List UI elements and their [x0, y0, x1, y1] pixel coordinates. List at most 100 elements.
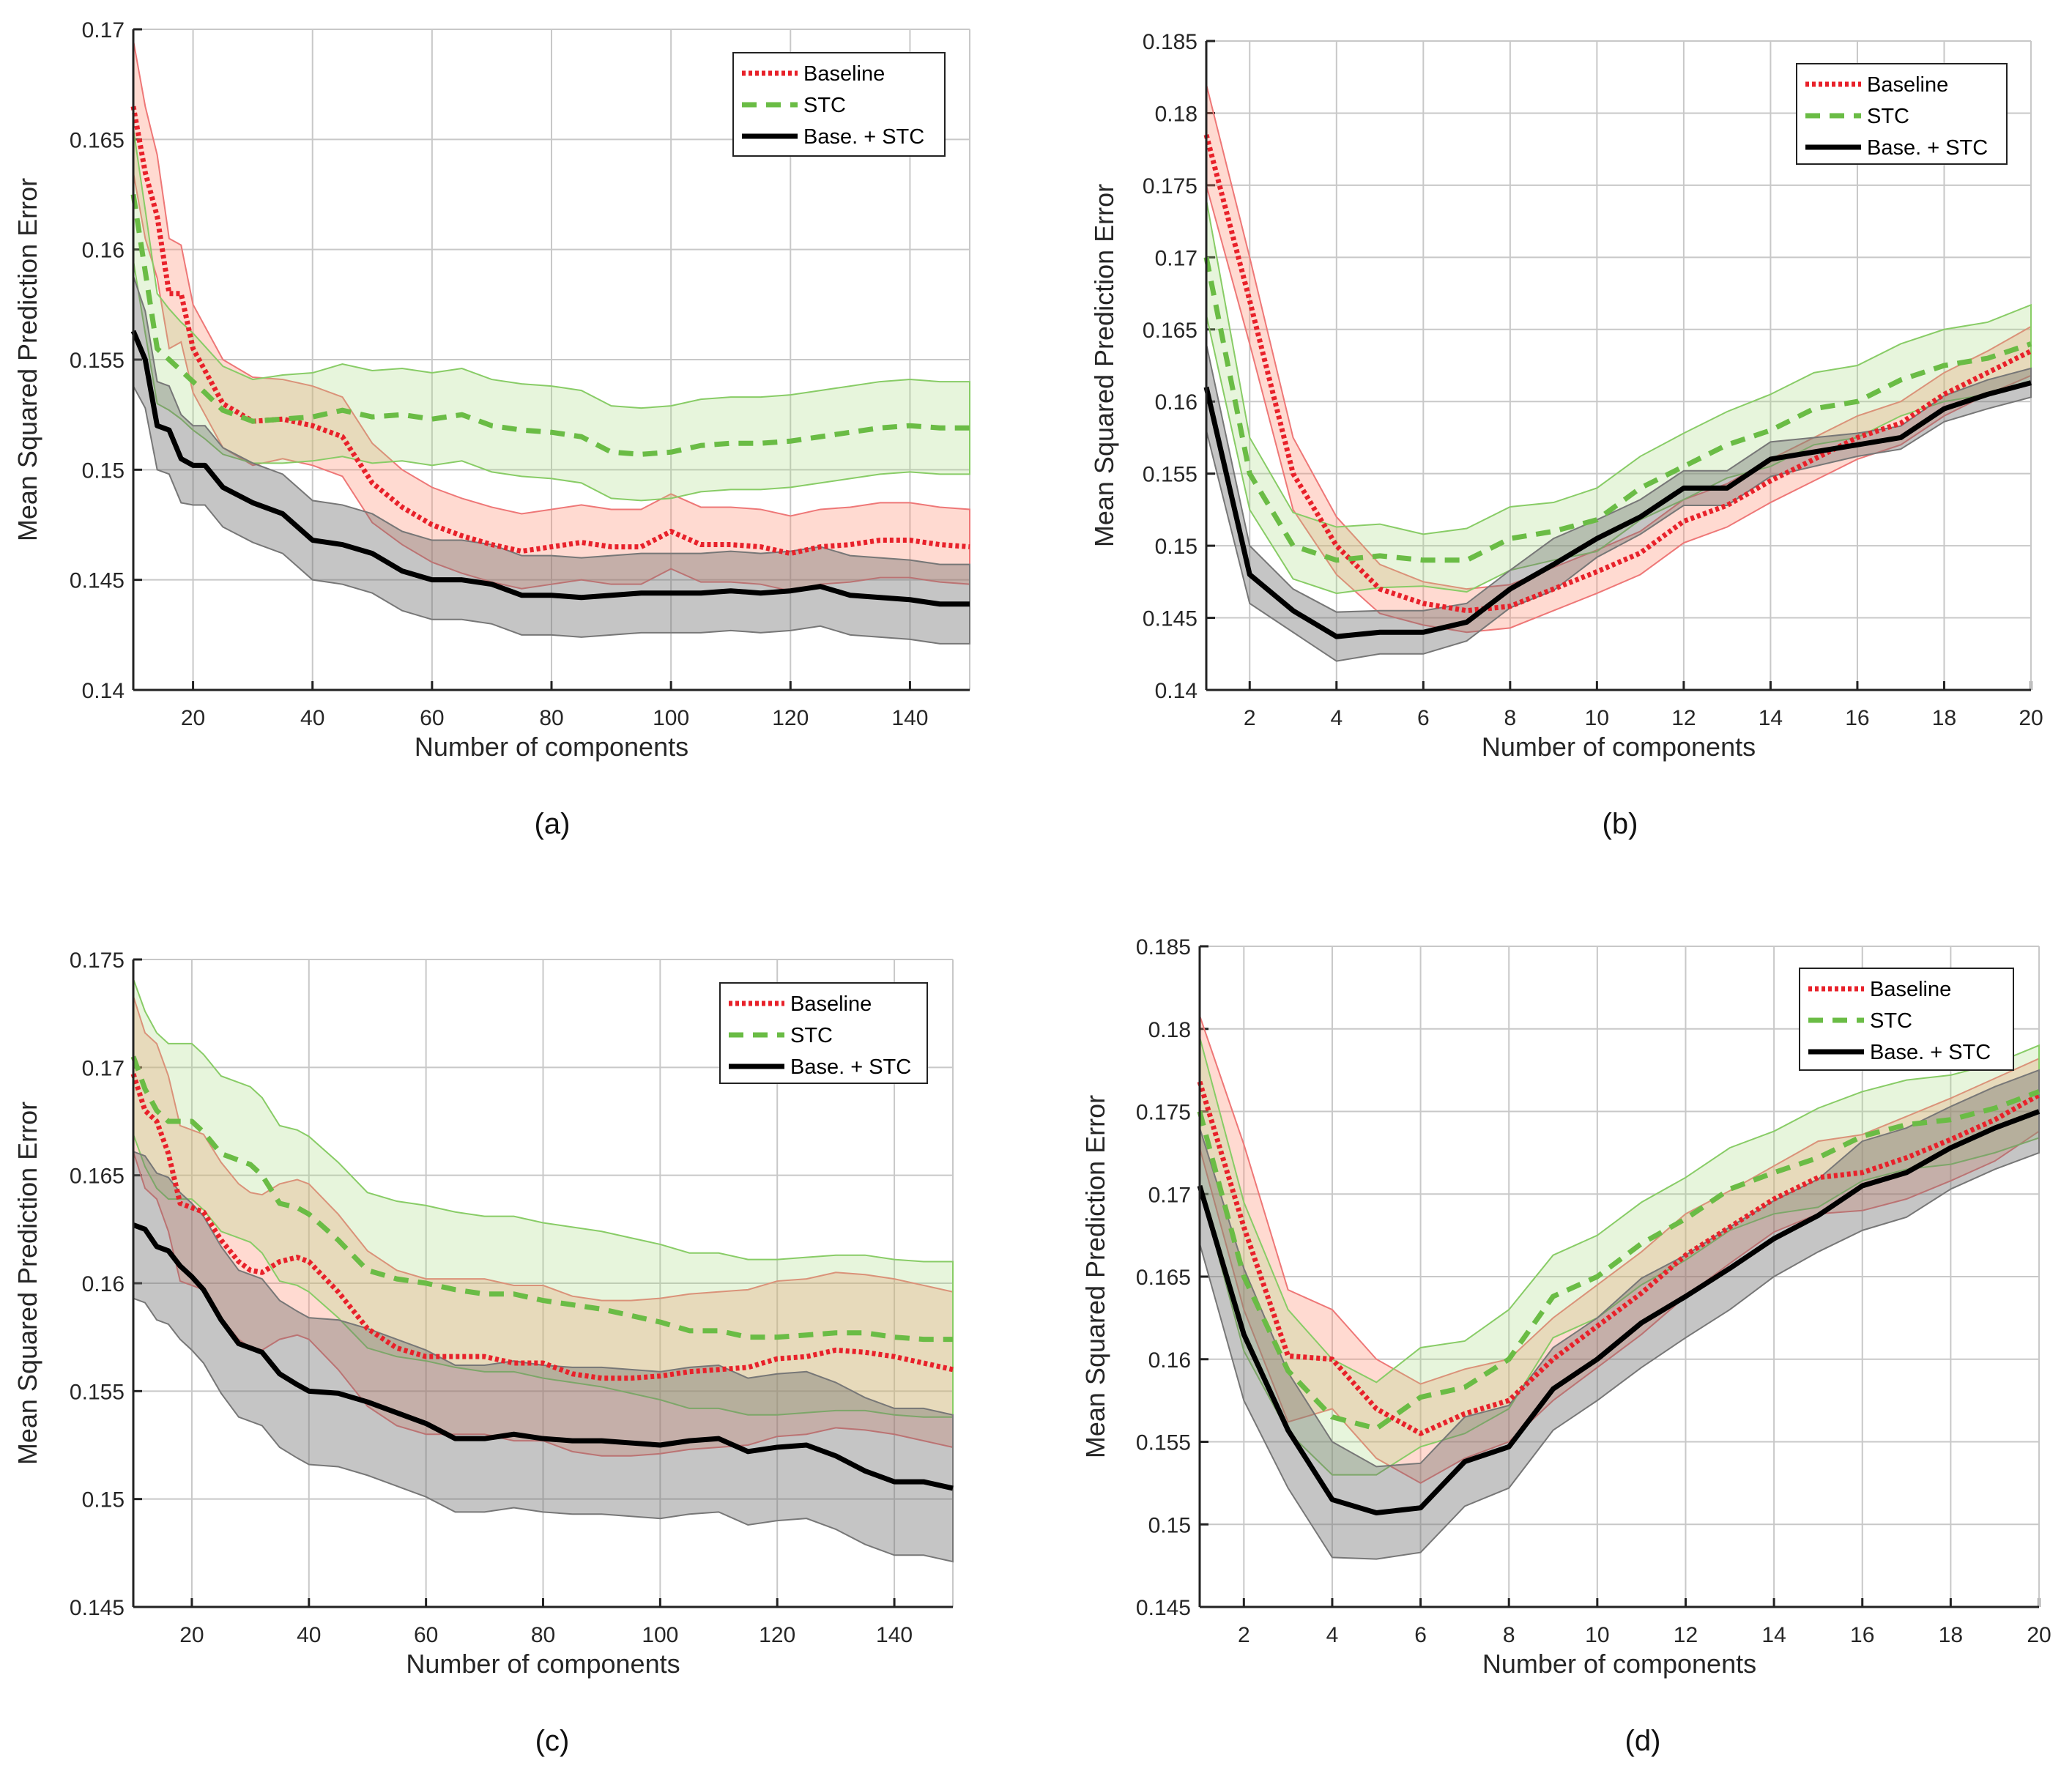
y-tick-label: 0.185 — [1143, 30, 1197, 54]
y-tick-label: 0.15 — [82, 459, 125, 483]
x-axis-label: Number of components — [1482, 1649, 1756, 1679]
y-tick-label: 0.145 — [70, 569, 125, 593]
panel-caption: (a) — [535, 808, 571, 840]
y-tick-label: 0.165 — [1136, 1266, 1191, 1290]
x-tick-label: 80 — [539, 706, 563, 730]
series-line-stc — [130, 1055, 953, 1343]
y-tick-label: 0.175 — [1136, 1101, 1191, 1125]
y-tick-label: 0.17 — [1148, 1183, 1191, 1207]
legend-label: STC — [1867, 105, 1909, 128]
x-tick-label: 10 — [1585, 1623, 1609, 1647]
x-tick-label: 8 — [1503, 1623, 1515, 1647]
band-base-stc — [133, 275, 970, 645]
y-tick-label: 0.18 — [1155, 102, 1197, 126]
x-tick-label: 12 — [1671, 706, 1696, 730]
x-tick-label: 18 — [1939, 1623, 1963, 1647]
y-tick-label: 0.145 — [70, 1596, 125, 1620]
y-tick-label: 0.16 — [1148, 1348, 1191, 1373]
legend-label: Base. + STC — [803, 125, 924, 149]
y-tick-label: 0.155 — [70, 349, 125, 373]
y-tick-label: 0.16 — [82, 239, 125, 263]
y-tick-label: 0.165 — [70, 1165, 125, 1189]
legend-label: Baseline — [1870, 978, 1951, 1001]
y-tick-label: 0.17 — [82, 18, 125, 42]
y-tick-label: 0.16 — [1155, 390, 1197, 415]
x-tick-label: 20 — [181, 706, 205, 730]
legend-label: Base. + STC — [1870, 1041, 1991, 1064]
y-tick-label: 0.165 — [70, 128, 125, 152]
x-tick-label: 40 — [300, 706, 324, 730]
x-axis-label: Number of components — [415, 732, 688, 762]
band-stc — [133, 128, 970, 502]
x-tick-label: 120 — [759, 1623, 795, 1647]
x-tick-label: 4 — [1330, 706, 1343, 730]
y-tick-label: 0.145 — [1143, 607, 1197, 631]
y-tick-label: 0.17 — [1155, 246, 1197, 270]
x-axis-label: Number of components — [1482, 732, 1756, 762]
y-tick-label: 0.175 — [1143, 174, 1197, 198]
panel-caption: (d) — [1625, 1725, 1661, 1757]
x-tick-label: 100 — [642, 1623, 678, 1647]
series-line-base-stc — [132, 1222, 954, 1491]
y-tick-label: 0.16 — [82, 1272, 125, 1296]
panel-c: 20 40 60 80 100 120 140 0.145 0.15 0.155 0.16 0.165… — [12, 948, 954, 1757]
x-tick-label: 20 — [2019, 706, 2043, 730]
x-tick-label: 8 — [1504, 706, 1516, 730]
x-tick-label: 100 — [653, 706, 689, 730]
legend-label: Base. + STC — [790, 1055, 911, 1079]
y-tick-label: 0.14 — [1155, 679, 1197, 703]
x-tick-label: 80 — [531, 1623, 555, 1647]
y-axis-label: Mean Squared Prediction Error — [12, 1102, 42, 1465]
panel-b: 2 4 6 8 10 12 14 16 18 20 0.14 0.145 0.15 0.155 0.16 0.… — [1089, 30, 2043, 840]
legend: Baseline STC Base. + STC — [719, 982, 928, 1084]
series-line-base-stc — [1197, 1109, 2041, 1515]
x-tick-label: 6 — [1417, 706, 1430, 730]
x-tick-label: 20 — [2027, 1623, 2051, 1647]
legend-label: STC — [1870, 1009, 1912, 1033]
panel-d: 2 4 6 8 10 12 14 16 18 20 0.145 0.15 0.155 0.16 0.165 0… — [1080, 935, 2051, 1757]
x-tick-label: 16 — [1850, 1623, 1874, 1647]
x-tick-label: 2 — [1238, 1623, 1250, 1647]
series-line-baseline — [1203, 134, 2032, 614]
y-tick-label: 0.15 — [1155, 535, 1197, 559]
y-tick-label: 0.18 — [1148, 1018, 1191, 1042]
band-base-stc — [133, 1150, 954, 1563]
x-tick-label: 120 — [772, 706, 809, 730]
x-tick-label: 20 — [179, 1623, 204, 1647]
x-tick-label: 140 — [891, 706, 928, 730]
series-line-baseline — [130, 1073, 954, 1381]
series-line-stc — [130, 193, 970, 457]
x-tick-label: 18 — [1932, 706, 1956, 730]
series-line-stc — [1203, 256, 2032, 563]
y-tick-label: 0.155 — [1136, 1431, 1191, 1455]
legend-label: Baseline — [1867, 73, 1948, 97]
x-tick-label: 14 — [1761, 1623, 1786, 1647]
series-line-baseline — [130, 105, 970, 557]
legend: Baseline STC Base. + STC — [1796, 63, 2008, 165]
series-line-stc — [1197, 1089, 2041, 1431]
x-tick-label: 140 — [876, 1623, 913, 1647]
y-tick-label: 0.155 — [1143, 463, 1197, 487]
x-tick-label: 10 — [1585, 706, 1609, 730]
y-tick-label: 0.15 — [1148, 1513, 1191, 1537]
legend: Baseline STC Base. + STC — [1799, 968, 2014, 1071]
panel-caption: (b) — [1603, 808, 1638, 840]
x-tick-label: 12 — [1674, 1623, 1698, 1647]
band-base-stc — [1199, 1069, 2040, 1560]
y-tick-label: 0.165 — [1143, 319, 1197, 343]
series-line-base-stc — [1203, 380, 2032, 639]
y-tick-label: 0.175 — [70, 948, 125, 973]
x-tick-label: 6 — [1414, 1623, 1427, 1647]
y-tick-label: 0.155 — [70, 1380, 125, 1404]
x-axis-label: Number of components — [406, 1649, 680, 1679]
y-tick-label: 0.15 — [82, 1488, 125, 1512]
x-tick-label: 2 — [1244, 706, 1256, 730]
legend-label: STC — [790, 1024, 833, 1047]
x-tick-label: 40 — [297, 1623, 321, 1647]
y-axis-label: Mean Squared Prediction Error — [1080, 1095, 1110, 1458]
x-tick-label: 16 — [1845, 706, 1869, 730]
panel-a: 20 40 60 80 100 120 140 0.14 0.145 0.15 0.155 0.16 0… — [12, 18, 970, 840]
y-tick-label: 0.185 — [1136, 935, 1191, 959]
y-tick-label: 0.17 — [82, 1056, 125, 1080]
y-axis-label: Mean Squared Prediction Error — [12, 178, 42, 541]
